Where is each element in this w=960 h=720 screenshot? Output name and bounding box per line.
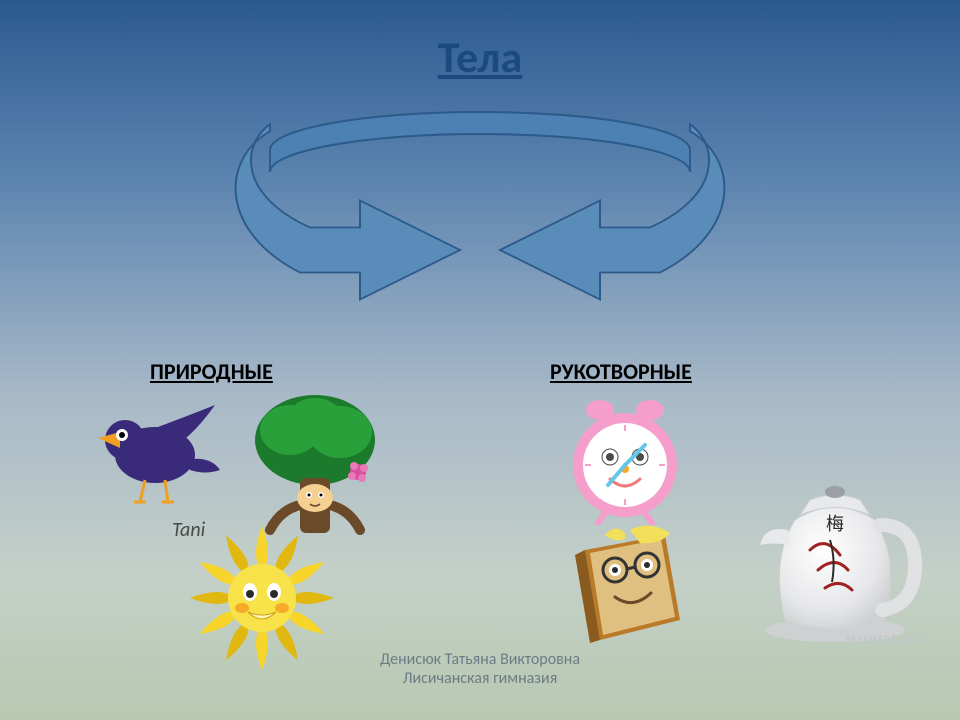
cycle-arrows	[200, 90, 760, 330]
icons-area: Tani	[0, 400, 960, 660]
book-icon	[555, 525, 695, 655]
kettle-icon: 梅 MYSHARED.RU	[740, 470, 930, 650]
bird-icon	[90, 400, 220, 510]
footer-credit: Денисюк Татьяна Викторовна Лисичанская г…	[380, 650, 580, 688]
svg-text:梅: 梅	[826, 514, 844, 534]
sun-watermark: Tani	[172, 518, 205, 542]
label-natural: ПРИРОДНЫЕ	[150, 358, 273, 385]
page-title: Тела	[438, 30, 523, 84]
clock-icon	[560, 395, 690, 525]
sun-icon: Tani	[180, 520, 345, 675]
kettle-watermark: MYSHARED.RU	[846, 633, 924, 646]
label-manmade: РУКОТВОРНЫЕ	[550, 358, 692, 385]
